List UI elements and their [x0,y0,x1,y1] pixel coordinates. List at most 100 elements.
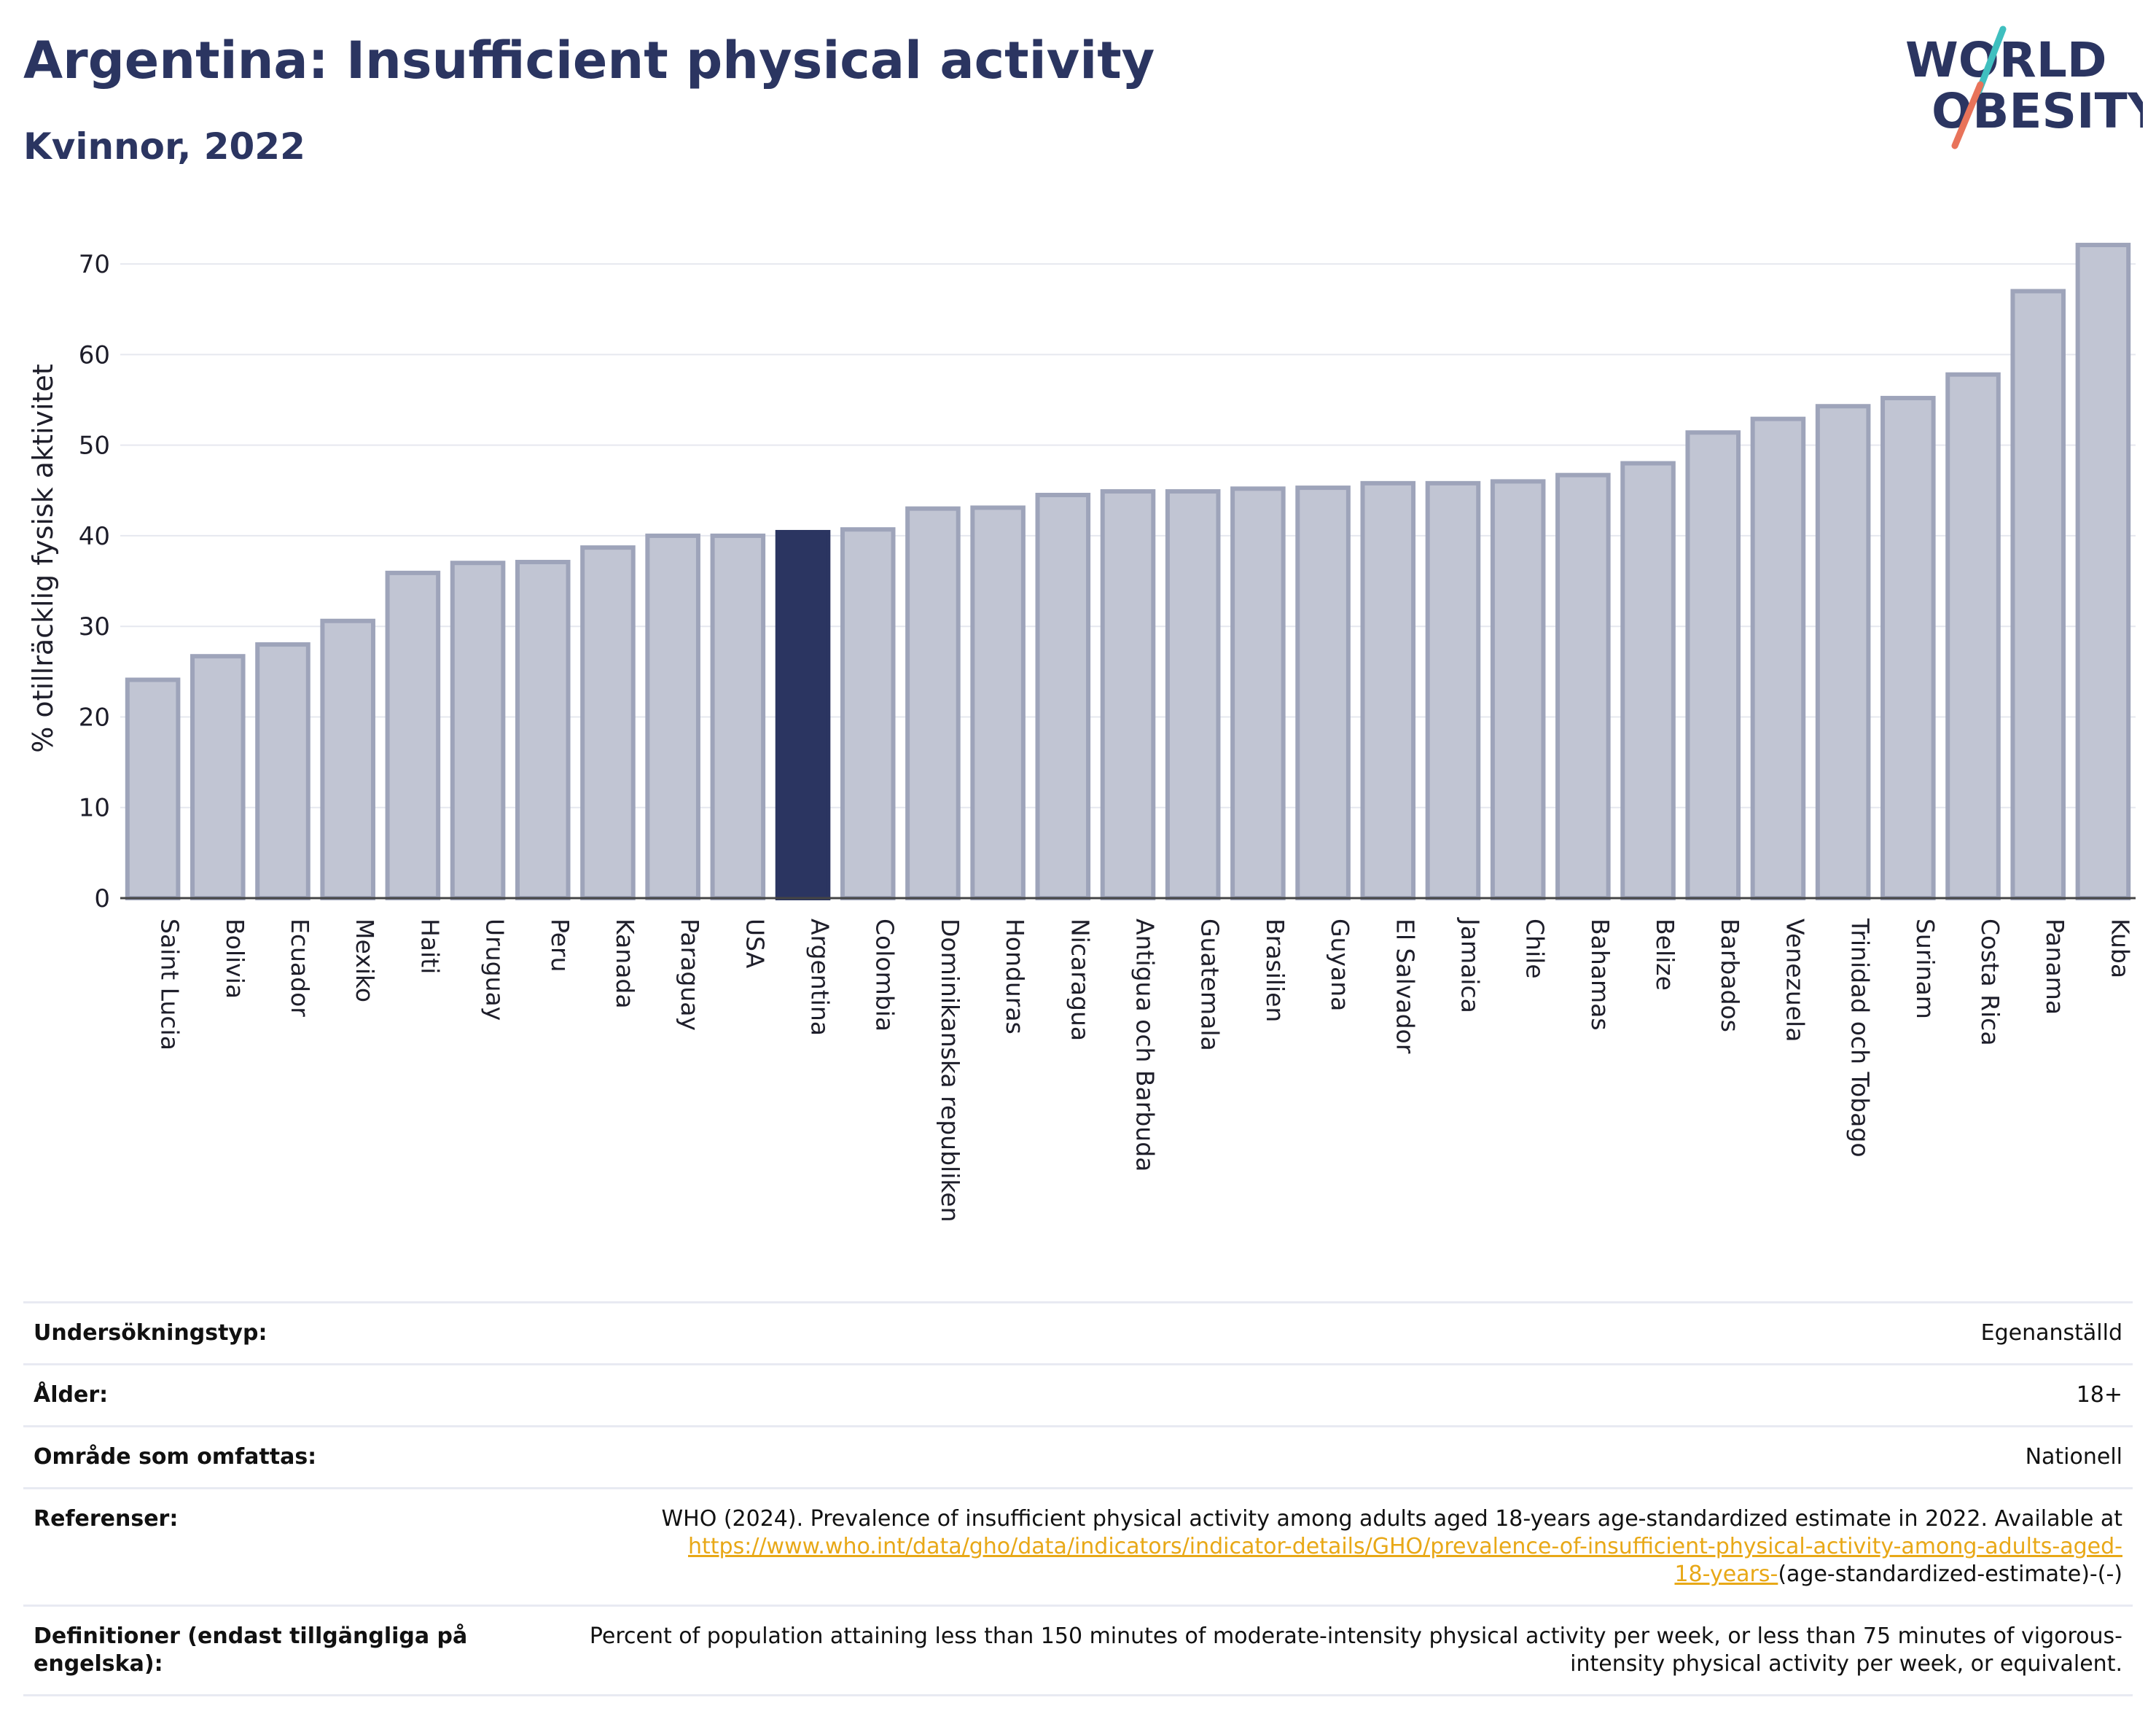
references-link[interactable]: https://www.who.int/data/gho/data/indica… [688,1534,2122,1559]
x-tick-label: Saint Lucia [156,919,184,1050]
bar [320,618,375,901]
bar [1100,489,1156,900]
y-tick-label: 30 [79,612,110,642]
bar [905,506,961,900]
bar [1295,486,1351,900]
bar [645,533,700,901]
x-tick-label: Haiti [415,919,444,974]
bar [2010,289,2066,900]
references-text: WHO (2024). Prevalence of insufficient p… [661,1506,2122,1532]
info-value: Nationell [2025,1444,2122,1470]
info-row-age: Ålder: 18+ [23,1364,2133,1427]
bar [515,559,571,900]
info-row-coverage: Område som omfattas: Nationell [23,1426,2133,1489]
bar [1360,480,1416,900]
x-tick-label: Mexiko [351,919,379,1002]
x-tick-label: Peru [546,919,574,972]
bar-chart: 0 10 20 30 40 50 60 70 Saint Lucia Bolivia Ecuado… [27,243,2136,1223]
bar [1425,480,1481,900]
x-tick-label: Bahamas [1586,919,1614,1031]
x-tick-label: Paraguay [676,919,704,1031]
logo-world-text: WORLD [1905,32,2107,88]
bar [710,533,766,901]
x-tick-label: Trinidad och Tobago [1846,918,1875,1158]
x-tick-label: Belize [1651,919,1679,991]
bar [1165,489,1221,900]
info-value: Egenanställd [1980,1320,2122,1346]
bar [190,654,246,900]
x-tick-label: Guyana [1326,919,1354,1011]
y-tick-label: 40 [79,522,110,551]
x-tick-label: Dominikanska republiken [936,919,964,1223]
x-tick-label: Honduras [1001,919,1029,1034]
x-tick-label: Brasilien [1261,919,1289,1022]
chart-subtitle: Kvinnor, 2022 [23,125,305,168]
info-table: Undersökningstyp: Egenanställd Ålder: 18… [23,1301,2133,1696]
info-row-definitions: Definitioner (endast tillgängliga på eng… [23,1605,2133,1696]
bar [840,527,896,900]
bar [1945,372,2001,900]
x-tick-label: Bolivia [221,919,249,999]
x-tick-label: Jamaica [1456,917,1484,1013]
x-tick-label: Surinam [1911,919,1940,1019]
bar [1880,396,1936,900]
y-tick-label: 50 [79,432,110,461]
bar [1620,461,1676,900]
x-tick-label: Panama [2041,919,2069,1015]
bar [450,561,506,900]
x-tick-label: Kuba [2106,919,2134,978]
world-obesity-logo: WORLD OBESITY [1905,26,2143,149]
x-tick-label: Nicaragua [1066,919,1094,1041]
bar [385,570,441,901]
bars [125,243,2131,901]
x-tick-label: Ecuador [286,919,314,1017]
x-tick-label: Chile [1521,919,1550,979]
info-row-survey: Undersökningstyp: Egenanställd [23,1302,2133,1365]
bar [1815,404,1871,900]
bar [1555,472,1611,900]
bar [1035,493,1091,900]
logo-teal-stroke [1975,26,2007,95]
bar [1490,479,1546,900]
y-tick-label: 10 [79,794,110,823]
bar [255,642,310,900]
info-row-references: Referenser: WHO (2024). Prevalence of in… [23,1488,2133,1606]
y-tick-label: 20 [79,703,110,732]
bar [2075,243,2131,900]
references-link-cont[interactable]: 18-years- [1674,1562,1778,1587]
info-key: Ålder: [34,1382,109,1408]
references-value: WHO (2024). Prevalence of insufficient p… [569,1489,2133,1606]
info-key: Referenser: [34,1506,179,1532]
y-tick-label: 0 [94,884,110,913]
chart-title: Argentina: Insufficient physical activit… [23,31,1155,90]
info-key: Definitioner (endast tillgängliga på eng… [34,1623,468,1677]
x-tick-label: Barbados [1716,919,1744,1032]
x-tick-label: Venezuela [1781,919,1809,1042]
info-value: 18+ [2076,1382,2122,1408]
references-text-after: (age-standardized-estimate)-(-) [1778,1562,2122,1587]
x-tick-label: Guatemala [1196,919,1225,1051]
y-axis-ticks: 0 10 20 30 40 50 60 70 [79,250,110,913]
x-tick-label: Uruguay [481,919,509,1021]
logo-coral-stroke [1951,81,1984,149]
bar [125,677,181,900]
bar [1750,416,1806,900]
bar [1685,430,1741,900]
x-tick-label: Argentina [806,919,835,1036]
x-tick-label: Kanada [611,919,639,1009]
bar [970,505,1026,900]
y-tick-label: 70 [79,250,110,279]
x-tick-label: Colombia [871,919,899,1032]
x-tick-label: El Salvador [1391,919,1419,1054]
bar [580,545,636,900]
bar-highlight [775,529,831,900]
info-key: Område som omfattas: [34,1444,317,1470]
x-tick-label: Costa Rica [1976,919,2004,1046]
info-value: Percent of population attaining less tha… [589,1623,2122,1677]
bar [1230,486,1286,900]
y-axis-title: % otillräcklig fysisk aktivitet [27,364,59,753]
info-key: Undersökningstyp: [34,1320,267,1346]
x-tick-label: USA [741,919,769,969]
x-tick-label: Antigua och Barbuda [1131,919,1160,1171]
y-tick-label: 60 [79,340,110,370]
